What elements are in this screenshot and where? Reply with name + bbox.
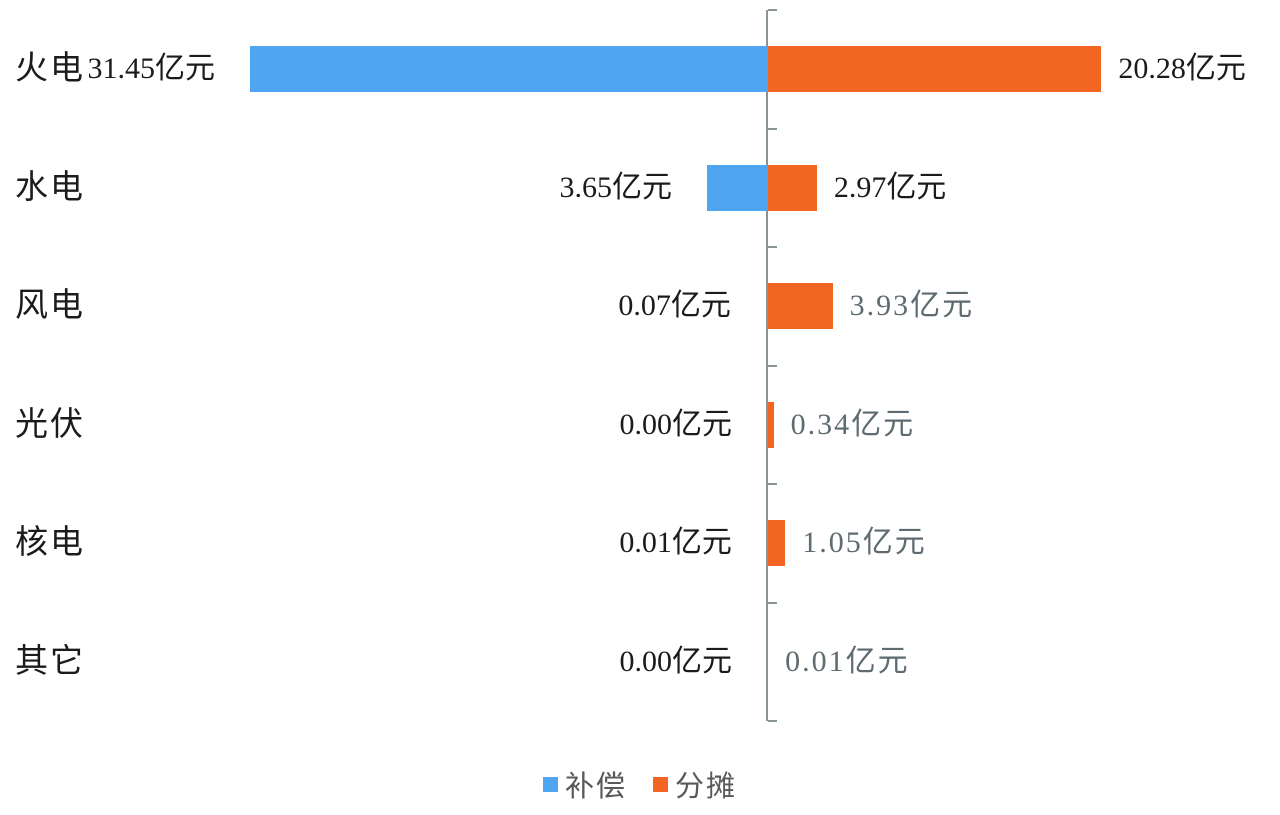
value-label-allocation: 1.05亿元 — [802, 526, 927, 560]
bar-allocation — [768, 46, 1102, 93]
axis-tick — [768, 601, 777, 604]
legend: 补偿 分摊 — [0, 763, 1280, 805]
legend-item-allocation: 分摊 — [653, 763, 737, 805]
value-label-allocation: 20.28亿元 — [1118, 52, 1246, 86]
legend-swatch-blue — [542, 776, 558, 792]
value-label-compensation: 0.00亿元 — [619, 644, 733, 678]
bar-allocation — [768, 520, 786, 567]
bar-compensation — [706, 164, 767, 211]
category-label: 火电 — [15, 51, 85, 88]
axis-line — [766, 10, 768, 721]
bar-allocation — [768, 164, 817, 211]
bar-allocation — [768, 283, 833, 330]
legend-swatch-orange — [653, 776, 668, 792]
value-label-allocation: 2.97亿元 — [833, 170, 947, 204]
legend-label: 分摊 — [675, 771, 738, 803]
axis-tick — [768, 246, 777, 248]
bar-allocation — [768, 401, 774, 448]
category-label: 水电 — [15, 169, 85, 206]
value-label-allocation: 0.34亿元 — [790, 407, 916, 441]
value-label-compensation: 3.65亿元 — [559, 170, 673, 204]
value-label-allocation: 0.01亿元 — [785, 644, 910, 678]
legend-item-compensation: 补偿 — [542, 763, 627, 805]
axis-tick — [768, 127, 777, 130]
value-label-compensation: 31.45亿元 — [87, 52, 215, 86]
axis-tick — [768, 483, 777, 485]
legend-label: 补偿 — [564, 771, 627, 803]
category-label: 风电 — [15, 288, 85, 325]
bar-compensation — [249, 46, 767, 93]
value-label-compensation: 0.01亿元 — [619, 526, 732, 560]
category-label: 其它 — [15, 643, 85, 680]
axis-tick — [768, 364, 777, 367]
category-label: 核电 — [15, 525, 85, 562]
value-label-allocation: 3.93亿元 — [849, 289, 975, 323]
value-label-compensation: 0.00亿元 — [619, 407, 733, 441]
axis-tick — [768, 720, 777, 722]
axis-tick — [768, 9, 777, 11]
value-label-compensation: 0.07亿元 — [618, 289, 731, 323]
category-label: 光伏 — [15, 406, 85, 443]
